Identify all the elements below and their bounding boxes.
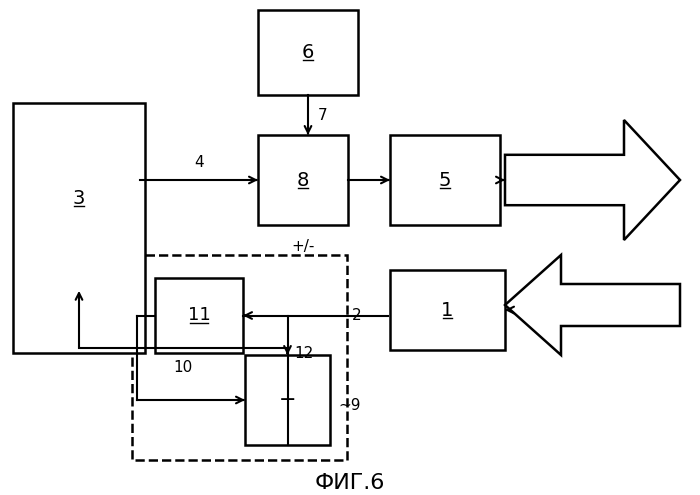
Text: 4: 4 — [194, 155, 204, 170]
Bar — [18, 108, 140, 288]
Bar — [132, 255, 347, 460]
Text: 10: 10 — [174, 360, 193, 375]
Text: 1: 1 — [441, 300, 454, 319]
Text: 3: 3 — [73, 189, 85, 207]
Polygon shape — [505, 255, 680, 355]
Text: 6: 6 — [302, 43, 314, 62]
Bar — [13, 103, 145, 353]
Bar — [390, 135, 500, 225]
Bar — [245, 355, 330, 445]
Text: −: − — [279, 390, 296, 410]
Bar — [155, 278, 243, 353]
Text: 8: 8 — [297, 170, 309, 190]
Bar — [390, 270, 505, 350]
Text: 2: 2 — [352, 308, 362, 323]
Text: 11: 11 — [188, 306, 211, 325]
Text: 5: 5 — [439, 170, 452, 190]
Text: +/-: +/- — [291, 239, 315, 254]
Polygon shape — [505, 120, 680, 240]
Bar — [258, 10, 358, 95]
Text: 7: 7 — [318, 107, 328, 122]
Text: ФИГ.6: ФИГ.6 — [315, 473, 385, 493]
Text: ~9: ~9 — [338, 397, 360, 412]
Text: 12: 12 — [295, 346, 314, 360]
Bar — [258, 135, 348, 225]
